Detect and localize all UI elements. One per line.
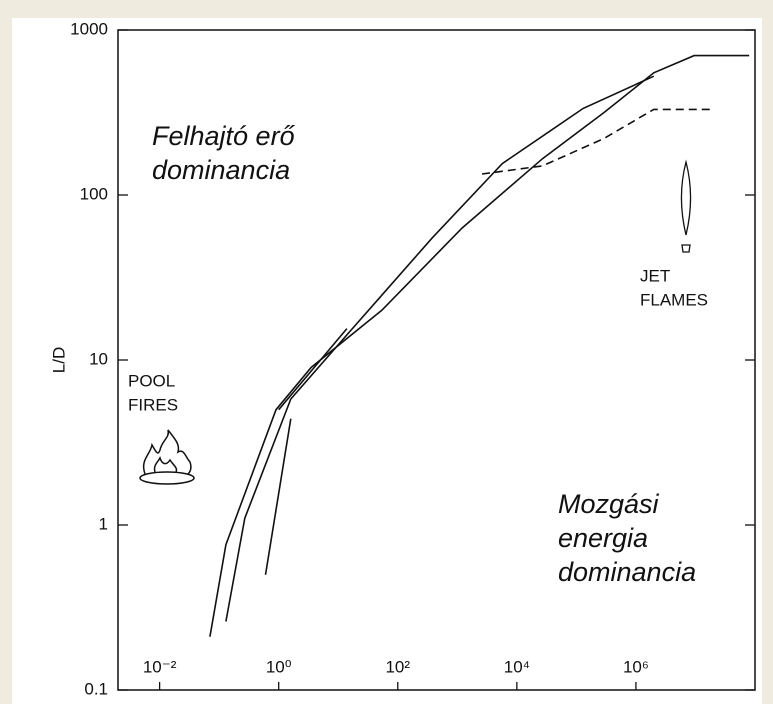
annotation: dominancia [152, 155, 290, 185]
x-tick-label: 10² [385, 657, 410, 676]
y-axis-label: L/D [49, 347, 68, 373]
series-line [278, 328, 348, 411]
annotation: JET [640, 266, 670, 285]
x-tick-label: 10⁶ [623, 657, 649, 676]
y-tick-label: 0.1 [84, 679, 108, 698]
series-line [264, 418, 292, 575]
annotation: Felhajtó erő [152, 121, 296, 151]
jet-flame-icon [680, 159, 692, 253]
annotation: POOL [128, 371, 175, 390]
pool-fire-icon [139, 429, 195, 485]
annotation: energia [558, 523, 648, 553]
series-line [225, 75, 655, 622]
y-tick-label: 10 [89, 349, 108, 368]
series-line [209, 54, 750, 637]
x-tick-label: 10⁴ [504, 657, 530, 676]
y-tick-label: 1000 [70, 19, 108, 38]
x-tick-label: 10⁻² [143, 657, 177, 676]
annotation: FIRES [128, 395, 178, 414]
annotation: FLAMES [640, 290, 708, 309]
series-line [481, 108, 715, 175]
annotation: dominancia [558, 557, 696, 587]
y-tick-label: 1 [99, 514, 108, 533]
x-tick-label: 10⁰ [266, 657, 292, 676]
annotation: Mozgási [558, 489, 660, 519]
y-tick-label: 100 [80, 184, 108, 203]
panel [12, 18, 762, 704]
